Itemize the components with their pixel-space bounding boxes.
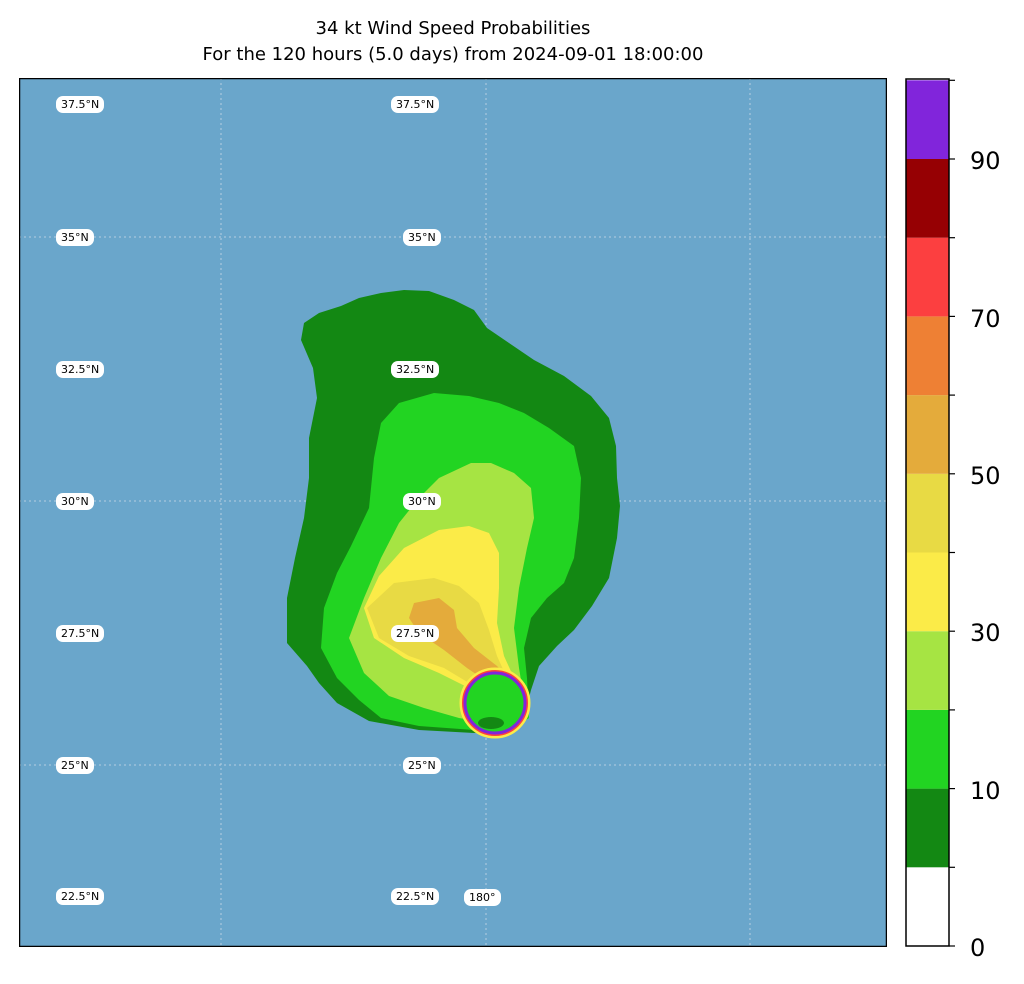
lat-label-left: 27.5°N xyxy=(56,625,105,642)
contour-60-70 xyxy=(409,598,514,690)
ring-red xyxy=(462,670,528,736)
lat-label-mid: 27.5°N xyxy=(391,625,440,642)
colorbar-tick-label: 10 xyxy=(970,777,1001,805)
colorbar-tick-label: 70 xyxy=(970,305,1001,333)
lat-label-mid: 25°N xyxy=(403,757,441,774)
colorbar-tick-label: 50 xyxy=(970,462,1001,490)
lat-label-mid: 32.5°N xyxy=(391,361,440,378)
colorbar-bin xyxy=(906,80,949,159)
colorbar-bin xyxy=(906,631,949,710)
colorbar-bin xyxy=(906,867,949,946)
lat-label-left: 35°N xyxy=(56,229,94,246)
colorbar-bin xyxy=(906,237,949,317)
colorbar-tick-label: 0 xyxy=(970,934,986,962)
ring-inner-dark xyxy=(478,717,504,729)
colorbar xyxy=(905,78,955,947)
lat-label-mid: 30°N xyxy=(403,493,441,510)
lat-label-left: 22.5°N xyxy=(56,888,105,905)
colorbar-bin xyxy=(906,316,949,396)
lat-label-left: 37.5°N xyxy=(56,96,105,113)
lat-label-left: 30°N xyxy=(56,493,94,510)
chart-title: 34 kt Wind Speed Probabilities xyxy=(315,18,591,39)
colorbar-tick-label: 90 xyxy=(970,147,1001,175)
colorbar-bin xyxy=(906,395,949,474)
lat-label-left: 32.5°N xyxy=(56,361,105,378)
probability-map xyxy=(19,78,887,947)
lat-label-left: 25°N xyxy=(56,757,94,774)
lat-label-mid: 22.5°N xyxy=(391,888,440,905)
colorbar-bin xyxy=(906,473,949,553)
colorbar-frame xyxy=(905,78,950,947)
ring-yellow xyxy=(459,667,531,739)
ring-purple xyxy=(463,671,527,735)
colorbar-bin xyxy=(906,552,949,632)
colorbar-bin xyxy=(906,159,949,238)
map-frame xyxy=(19,78,887,947)
lon-label: 180° xyxy=(464,889,501,906)
lat-label-mid: 37.5°N xyxy=(391,96,440,113)
colorbar-bin xyxy=(906,788,949,868)
lat-label-mid: 35°N xyxy=(403,229,441,246)
colorbar-tick-label: 30 xyxy=(970,619,1001,647)
chart-subtitle: For the 120 hours (5.0 days) from 2024-0… xyxy=(202,44,704,65)
colorbar-bin xyxy=(906,709,949,789)
